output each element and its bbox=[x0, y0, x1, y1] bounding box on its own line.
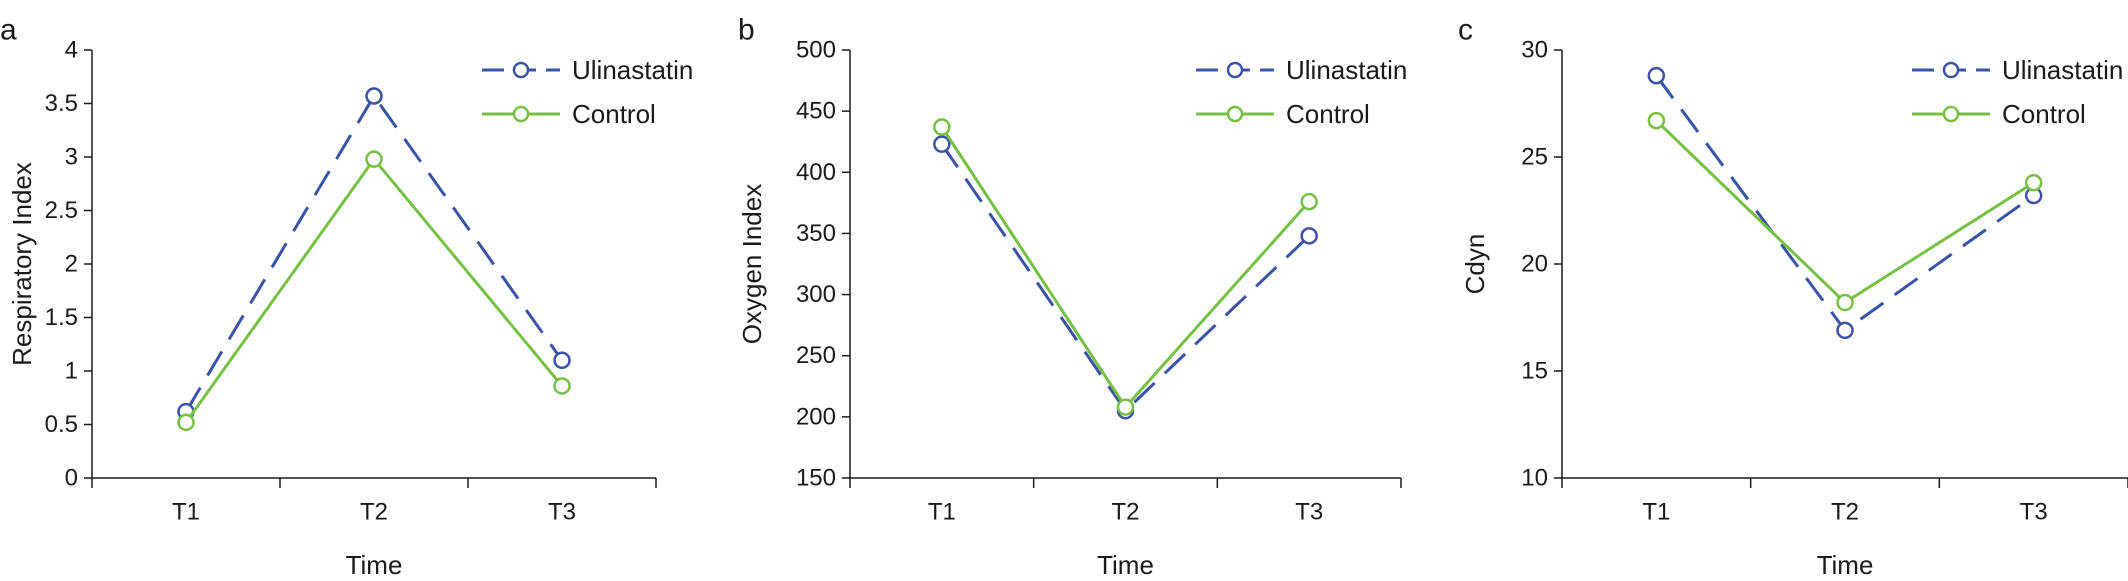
legend-marker bbox=[512, 105, 530, 123]
y-tick-label: 0 bbox=[65, 465, 78, 492]
legend-label: Ulinastatin bbox=[572, 55, 693, 85]
legend-marker bbox=[512, 61, 530, 79]
panel-letter: b bbox=[738, 14, 755, 47]
legend-label: Control bbox=[2002, 99, 2086, 129]
y-tick-label: 300 bbox=[796, 281, 836, 308]
y-tick-label: 400 bbox=[796, 159, 836, 186]
series-line-control bbox=[1655, 119, 2035, 305]
chart-panel-c: c 10 15 20 25 30 T1 T2 T3 Time Cdyn Ulinastatin Cont… bbox=[1458, 14, 2128, 580]
legend-marker bbox=[1942, 105, 1960, 123]
y-tick-label: 30 bbox=[1521, 37, 1548, 64]
y-tick-label: 15 bbox=[1521, 358, 1548, 385]
y-axis-title: Respiratory Index bbox=[7, 162, 37, 366]
x-tick-label: T2 bbox=[360, 499, 388, 526]
panel-letter: c bbox=[1458, 14, 1473, 47]
y-tick-label: 1 bbox=[65, 358, 78, 385]
y-tick-label: 2 bbox=[65, 251, 78, 278]
x-axis-title: Time bbox=[346, 550, 403, 580]
series-line-ulinastatin bbox=[940, 143, 1311, 414]
data-point-control bbox=[933, 118, 951, 136]
x-tick-label: T3 bbox=[2020, 499, 2048, 526]
y-tick-label: 2.5 bbox=[45, 197, 78, 224]
y-tick-label: 1.5 bbox=[45, 304, 78, 331]
x-tick-label: T2 bbox=[1111, 499, 1139, 526]
data-point-control bbox=[1300, 192, 1318, 211]
chart-panel-a: a 0 0.5 1 1.5 2 2.5 3 3.5 4 T1 T2 T3 Time Respiratory … bbox=[0, 14, 693, 581]
legend-label: Control bbox=[1286, 99, 1370, 129]
y-tick-label: 450 bbox=[796, 98, 836, 125]
data-point-ulinastatin bbox=[365, 87, 383, 105]
x-tick-label: T1 bbox=[1642, 499, 1670, 526]
legend-marker bbox=[1226, 61, 1244, 79]
y-tick-label: 4 bbox=[65, 37, 78, 64]
y-tick-label: 10 bbox=[1521, 465, 1548, 492]
x-tick-label: T1 bbox=[172, 499, 200, 526]
y-axis-title: Cdyn bbox=[1460, 234, 1490, 295]
y-tick-label: 500 bbox=[796, 37, 836, 64]
y-axis-title: Oxygen Index bbox=[737, 184, 767, 344]
series-line-control bbox=[184, 156, 564, 424]
y-tick-label: 3.5 bbox=[45, 90, 78, 117]
data-point-control bbox=[1647, 111, 1666, 130]
y-tick-label: 250 bbox=[796, 342, 836, 369]
data-point-control bbox=[553, 377, 571, 395]
data-point-ulinastatin bbox=[933, 135, 951, 153]
chart-panel-b: b 150 200 250 300 350 400 450 500 T1 T2 T3 Time Oxyge… bbox=[737, 14, 1407, 581]
x-tick-label: T3 bbox=[548, 499, 576, 526]
data-point-ulinastatin bbox=[1836, 321, 1854, 340]
legend-label: Control bbox=[572, 99, 656, 129]
data-point-ulinastatin bbox=[1647, 66, 1666, 85]
x-tick-label: T3 bbox=[1295, 499, 1323, 526]
data-point-control bbox=[365, 150, 383, 168]
x-axis-title: Time bbox=[1097, 550, 1154, 580]
y-tick-label: 150 bbox=[796, 465, 836, 492]
y-tick-label: 25 bbox=[1521, 144, 1548, 171]
data-point-control bbox=[2024, 173, 2043, 192]
legend-marker bbox=[1226, 105, 1244, 123]
data-point-control bbox=[177, 413, 195, 432]
x-tick-label: T1 bbox=[928, 499, 956, 526]
legend-label: Ulinastatin bbox=[2002, 55, 2123, 85]
series-line-control bbox=[940, 126, 1311, 410]
series-line-ulinastatin bbox=[184, 93, 564, 413]
y-tick-label: 20 bbox=[1521, 251, 1548, 278]
data-point-control bbox=[1116, 398, 1135, 416]
data-point-ulinastatin bbox=[1300, 227, 1318, 245]
y-tick-label: 350 bbox=[796, 220, 836, 247]
x-axis-title: Time bbox=[1817, 550, 1874, 580]
data-point-ulinastatin bbox=[553, 351, 571, 370]
legend-marker bbox=[1942, 61, 1960, 79]
legend-label: Ulinastatin bbox=[1286, 55, 1407, 85]
panel-letter: a bbox=[0, 14, 17, 47]
y-tick-label: 0.5 bbox=[45, 411, 78, 438]
y-tick-label: 3 bbox=[65, 144, 78, 171]
x-tick-label: T2 bbox=[1831, 499, 1859, 526]
data-point-control bbox=[1836, 293, 1854, 312]
y-tick-label: 200 bbox=[796, 403, 836, 430]
